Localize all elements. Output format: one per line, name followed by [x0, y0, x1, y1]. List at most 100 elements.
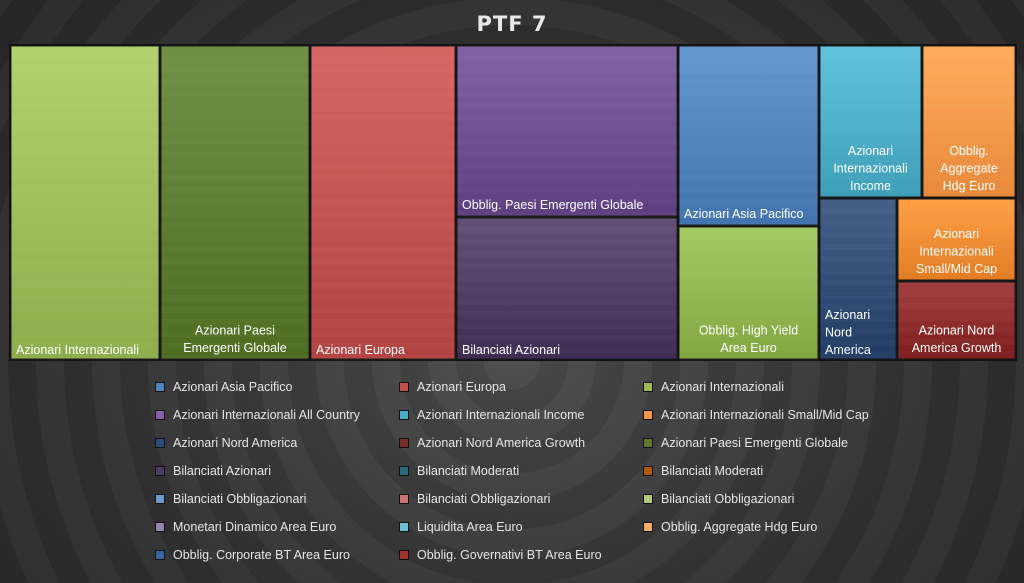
- tile-stripe: [311, 223, 455, 229]
- tile-stripe: [679, 103, 818, 109]
- legend-swatch: [155, 382, 165, 392]
- tile-stripe: [820, 232, 896, 238]
- tile-stripe: [161, 103, 309, 109]
- treemap-tile-10[interactable]: [819, 198, 897, 360]
- legend-item[interactable]: Azionari Nord America: [155, 434, 297, 452]
- treemap-tile-11[interactable]: [897, 198, 1016, 281]
- legend-item[interactable]: Bilanciati Obbligazionari: [399, 490, 550, 508]
- tile-stripe: [679, 199, 818, 205]
- tile-stripe: [161, 127, 309, 133]
- legend-label: Bilanciati Moderati: [661, 464, 764, 478]
- tile-label-9: Obblig. Aggregate Hdg Euro: [940, 144, 998, 193]
- tile-stripe: [311, 319, 455, 325]
- tile-stripe: [311, 199, 455, 205]
- tile-stripe: [820, 103, 921, 109]
- legend-label: Bilanciati Obbligazionari: [661, 492, 795, 506]
- legend-item[interactable]: Azionari Internazionali Small/Mid Cap: [643, 406, 869, 424]
- legend-item[interactable]: Liquidita Area Euro: [399, 518, 523, 536]
- tile-stripe: [679, 91, 818, 97]
- legend-label: Azionari Paesi Emergenti Globale: [661, 436, 848, 450]
- legend-item[interactable]: Azionari Europa: [399, 378, 506, 396]
- tile-stripe: [311, 127, 455, 133]
- treemap-tile-3[interactable]: [310, 45, 456, 360]
- legend-swatch: [155, 410, 165, 420]
- tile-stripe: [311, 79, 455, 85]
- tile-stripe: [161, 115, 309, 121]
- legend-item[interactable]: Azionari Paesi Emergenti Globale: [643, 434, 848, 452]
- legend-item[interactable]: Bilanciati Azionari: [155, 462, 271, 480]
- tile-label-10: Azionari Nord America: [825, 308, 871, 357]
- treemap-tile-2[interactable]: [160, 45, 310, 360]
- treemap-tile-6[interactable]: [678, 45, 819, 226]
- legend-label: Monetari Dinamico Area Euro: [173, 520, 337, 534]
- legend-item[interactable]: Obblig. Corporate BT Area Euro: [155, 546, 350, 564]
- legend-swatch: [643, 522, 653, 532]
- tile-stripe: [820, 115, 921, 121]
- legend-item[interactable]: Azionari Internazionali Income: [399, 406, 584, 424]
- tile-stripe: [457, 175, 677, 181]
- treemap-tile-1[interactable]: [10, 45, 160, 360]
- legend-swatch: [643, 466, 653, 476]
- legend-item[interactable]: Azionari Internazionali: [643, 378, 784, 396]
- tile-stripe: [898, 220, 1015, 226]
- treemap-tile-4[interactable]: [456, 45, 678, 217]
- legend-swatch: [399, 466, 409, 476]
- legend-label: Obblig. Aggregate Hdg Euro: [661, 520, 818, 534]
- legend-label: Liquidita Area Euro: [417, 520, 523, 534]
- legend-swatch: [643, 382, 653, 392]
- legend-label: Azionari Nord America: [173, 436, 298, 450]
- legend-item[interactable]: Obblig. Aggregate Hdg Euro: [643, 518, 817, 536]
- legend-item[interactable]: Azionari Nord America Growth: [399, 434, 585, 452]
- tile-stripe: [11, 235, 159, 241]
- tile-stripe: [679, 163, 818, 169]
- legend-item[interactable]: Bilanciati Moderati: [399, 462, 519, 480]
- tile-stripe: [161, 271, 309, 277]
- tile-stripe: [457, 103, 677, 109]
- tile-stripe: [11, 211, 159, 217]
- legend-item[interactable]: Azionari Asia Pacifico: [155, 378, 293, 396]
- tile-stripe: [11, 259, 159, 265]
- treemap-tile-7[interactable]: [678, 226, 819, 360]
- tile-label-11: Azionari Internazionali Small/Mid Cap: [916, 227, 997, 276]
- tile-stripe: [161, 223, 309, 229]
- chart-title: PTF 7: [476, 12, 548, 36]
- tile-stripe: [161, 355, 309, 361]
- tile-stripe: [311, 187, 455, 193]
- legend-item[interactable]: Monetari Dinamico Area Euro: [155, 518, 336, 536]
- treemap-tile-5[interactable]: [456, 217, 678, 360]
- legend-label: Azionari Internazionali Small/Mid Cap: [661, 408, 869, 422]
- tile-stripe: [457, 335, 677, 341]
- tile-stripe: [11, 283, 159, 289]
- legend-item[interactable]: Bilanciati Obbligazionari: [643, 490, 794, 508]
- tile-stripe: [679, 296, 818, 302]
- tile-stripe: [11, 163, 159, 169]
- treemap-tile-12[interactable]: [897, 281, 1016, 360]
- tile-stripe: [923, 91, 1015, 97]
- tile-stripe: [820, 79, 921, 85]
- tile-stripe: [311, 103, 455, 109]
- treemap-tile-9[interactable]: [922, 45, 1016, 198]
- tile-stripe: [311, 259, 455, 265]
- legend-item[interactable]: Bilanciati Obbligazionari: [155, 490, 306, 508]
- tile-stripe: [11, 115, 159, 121]
- tile-stripe: [457, 67, 677, 73]
- tile-stripe: [311, 67, 455, 73]
- tile-stripe: [311, 307, 455, 313]
- legend-item[interactable]: Bilanciati Moderati: [643, 462, 763, 480]
- legend-label: Azionari Asia Pacifico: [173, 380, 293, 394]
- treemap-tile-8[interactable]: [819, 45, 922, 198]
- legend-item[interactable]: Azionari Internazionali All Country: [155, 406, 360, 424]
- tile-stripe: [161, 91, 309, 97]
- legend-item[interactable]: Obblig. Governativi BT Area Euro: [399, 546, 602, 564]
- tile-stripe: [679, 127, 818, 133]
- tile-stripe: [311, 235, 455, 241]
- tile-stripe: [923, 127, 1015, 133]
- legend-label: Azionari Nord America Growth: [417, 436, 586, 450]
- tile-stripe: [820, 208, 896, 214]
- tile-stripe: [679, 187, 818, 193]
- tile-stripe: [311, 295, 455, 301]
- tile-stripe: [923, 103, 1015, 109]
- tile-stripe: [457, 55, 677, 61]
- tile-stripe: [161, 139, 309, 145]
- tile-stripe: [161, 247, 309, 253]
